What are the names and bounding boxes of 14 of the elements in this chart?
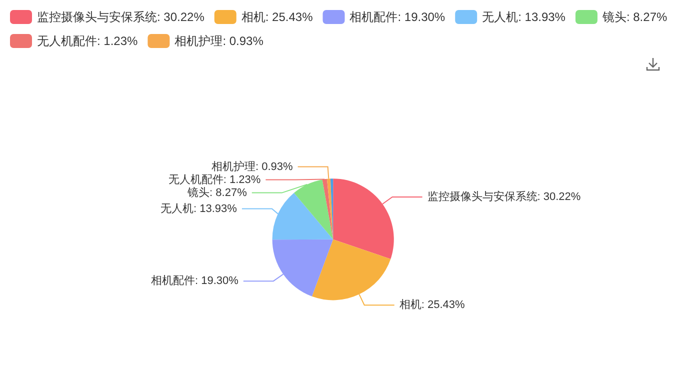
legend-label: 镜头: 8.27% (601, 10, 668, 24)
slice-label: 相机护理: 0.93% (211, 160, 294, 173)
legend-label: 无人机: 13.93% (482, 10, 566, 24)
slice-label: 无人机: 13.93% (160, 202, 238, 215)
legend-label: 相机: 25.43% (241, 10, 314, 24)
legend-label: 相机护理: 0.93% (174, 34, 264, 48)
slice-label: 相机: 25.43% (399, 298, 465, 312)
slice-label: 相机配件: 19.30% (150, 274, 239, 288)
slice-label: 无人机配件: 1.23% (168, 174, 261, 186)
legend-label: 相机配件: 19.30% (350, 10, 446, 24)
slice-label: 监控摄像头与安保系统: 30.22% (427, 190, 581, 204)
legend-label: 监控摄像头与安保系统: 30.22% (37, 10, 205, 24)
slice-label: 镜头: 8.27% (186, 186, 248, 199)
legend-label: 无人机配件: 1.23% (37, 34, 138, 48)
